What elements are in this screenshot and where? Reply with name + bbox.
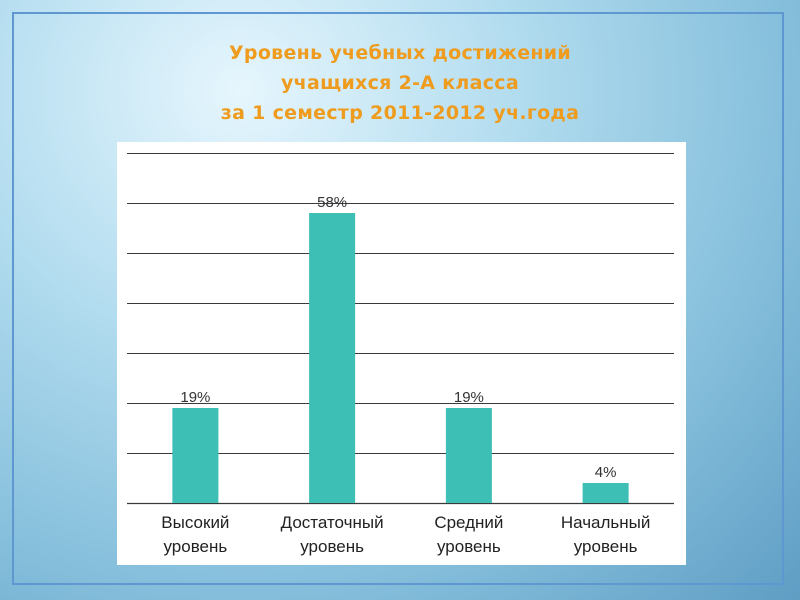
category-label: Достаточный	[281, 513, 384, 532]
bar	[172, 408, 219, 503]
category-label: Начальный	[561, 513, 651, 532]
category-label: уровень	[163, 537, 227, 556]
category-label: Высокий	[161, 513, 229, 532]
chart-panel: 19% Высокий уровень 58% Достаточный уровень 19…	[117, 142, 686, 565]
title-line-3: за 1 семестр 2011-2012 уч.года	[220, 102, 580, 124]
category-label: уровень	[437, 537, 501, 556]
data-label: 4%	[595, 464, 617, 481]
bar	[445, 408, 492, 503]
title-line-2: учащихся 2-А класса	[280, 72, 519, 94]
data-label: 58%	[317, 194, 347, 211]
bar-chart: 19% Высокий уровень 58% Достаточный уровень 19…	[127, 153, 674, 556]
data-label: 19%	[180, 389, 210, 406]
category-label: уровень	[574, 537, 638, 556]
bar	[582, 483, 629, 503]
category-label: уровень	[300, 537, 364, 556]
bar	[309, 213, 356, 503]
slide-frame	[12, 12, 784, 585]
data-label: 19%	[454, 389, 484, 406]
category-label: Средний	[434, 513, 503, 532]
chart-title: Уровень учебных достижений учащихся 2-А …	[180, 38, 620, 128]
title-line-1: Уровень учебных достижений	[228, 42, 572, 64]
